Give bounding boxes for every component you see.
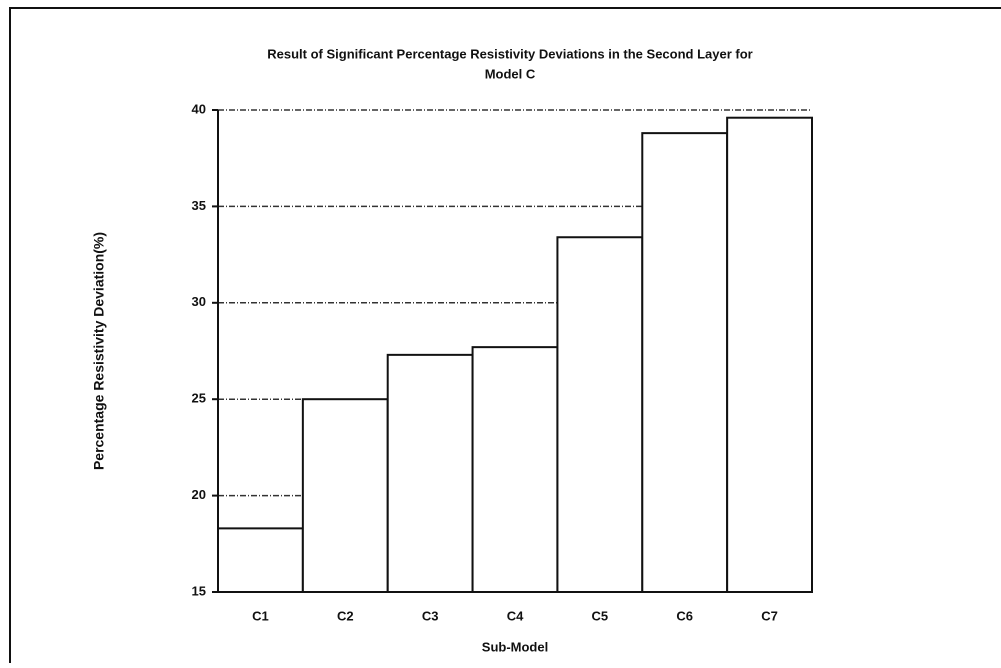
y-tick-label: 30 bbox=[192, 294, 206, 309]
bar bbox=[471, 346, 559, 594]
x-tick-label: C3 bbox=[422, 608, 439, 623]
bar bbox=[641, 132, 729, 594]
bar bbox=[726, 116, 814, 593]
x-tick-label: C6 bbox=[676, 608, 693, 623]
chart-title: Result of Significant Percentage Resisti… bbox=[267, 46, 752, 61]
bar bbox=[301, 398, 389, 594]
y-tick-label: 25 bbox=[192, 391, 206, 406]
y-tick-label: 40 bbox=[192, 101, 206, 116]
y-axis-label: Percentage Resistivity Deviation(%) bbox=[91, 232, 107, 470]
y-tick-label: 15 bbox=[192, 583, 206, 598]
x-tick-label: C4 bbox=[507, 608, 524, 623]
y-tick-label: 35 bbox=[192, 198, 206, 213]
bar bbox=[556, 236, 644, 594]
bar bbox=[386, 353, 474, 593]
chart-title: Model C bbox=[485, 66, 536, 81]
x-tick-label: C2 bbox=[337, 608, 354, 623]
x-tick-label: C5 bbox=[592, 608, 609, 623]
x-tick-label: C1 bbox=[252, 608, 269, 623]
x-axis-label: Sub-Model bbox=[482, 639, 548, 654]
x-tick-label: C7 bbox=[761, 608, 778, 623]
y-tick-label: 20 bbox=[192, 487, 206, 502]
bar bbox=[217, 527, 304, 593]
